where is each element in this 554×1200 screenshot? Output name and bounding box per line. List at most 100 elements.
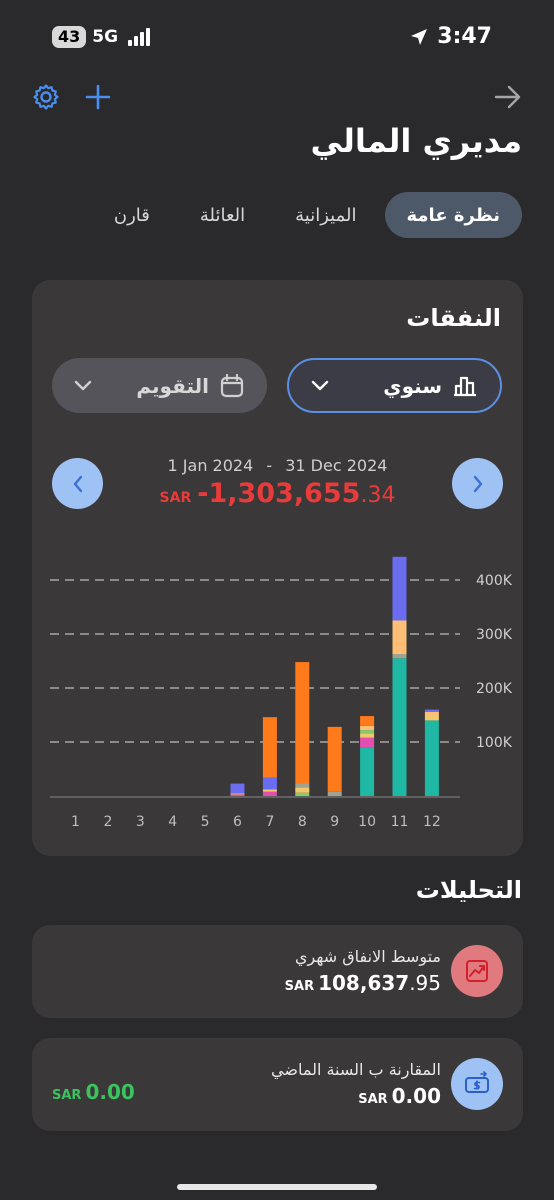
y-tick-label: 300K (476, 627, 513, 643)
status-left: 43 5G (52, 26, 151, 48)
chevron-down-icon (74, 380, 92, 390)
bar-segment (360, 747, 375, 796)
status-right: 3:47 (409, 24, 492, 49)
bar-segment (327, 726, 342, 792)
period-selector[interactable]: سنوي (287, 358, 502, 413)
bar-segment (262, 717, 277, 778)
x-tick-label: 1 (71, 814, 80, 830)
monthly-average-decimals: .95 (409, 971, 441, 995)
x-tick-label: 3 (136, 814, 145, 830)
page-title: مديري المالي (310, 122, 522, 160)
bar-segment (360, 716, 375, 726)
analytics-title: التحليلات (415, 876, 522, 904)
date-separator: - (266, 456, 273, 475)
expenses-card: النفقات سنوي التقويم (32, 280, 523, 856)
bar-segment (327, 791, 342, 796)
date-from: 1 Jan 2024 (167, 456, 254, 475)
bar-segment (262, 789, 277, 792)
calendar-icon (220, 373, 244, 397)
chevron-down-icon (311, 380, 329, 390)
x-tick-label: 7 (265, 814, 274, 830)
x-tick-label: 2 (103, 814, 112, 830)
x-tick-label: 10 (358, 814, 376, 830)
bar-segment (360, 737, 375, 748)
settings-gear-icon[interactable] (32, 83, 60, 111)
back-arrow-icon[interactable] (494, 84, 522, 110)
next-period-button[interactable] (452, 458, 503, 509)
bar-segment (230, 793, 245, 795)
y-tick-label: 400K (476, 573, 513, 589)
monthly-average-amount: 108,637 (318, 971, 410, 995)
money-transfer-icon (451, 1058, 503, 1110)
x-tick-label: 4 (168, 814, 177, 830)
tab-family[interactable]: العائلة (199, 204, 246, 226)
bar-segment (230, 783, 245, 794)
x-tick-label: 11 (391, 814, 409, 830)
total-decimals: .34 (360, 483, 396, 508)
clock: 3:47 (437, 24, 492, 49)
total-expenses: SAR -1,303,655.34 (32, 478, 523, 509)
home-indicator (177, 1184, 377, 1190)
bar-segment (392, 620, 407, 654)
chevron-left-icon (73, 475, 82, 492)
expenses-title: النفقات (406, 304, 501, 332)
bar-segment (424, 720, 439, 796)
calendar-selector[interactable]: التقويم (52, 358, 267, 413)
yearly-comparison-amount: 0.00 (391, 1084, 441, 1108)
x-tick-label: 6 (233, 814, 242, 830)
tab-compare[interactable]: قارن (113, 204, 150, 226)
calendar-selector-label: التقويم (136, 373, 209, 398)
tab-budget[interactable]: الميزانية (295, 204, 357, 226)
signal-icon (128, 28, 151, 46)
x-tick-label: 8 (298, 814, 307, 830)
yearly-comparison-value: SAR 0.00 (358, 1084, 441, 1108)
bar-chart-icon (454, 376, 476, 396)
bar-segment (424, 715, 439, 721)
bar-segment (295, 662, 310, 784)
bar-segment (295, 783, 310, 788)
y-tick-label: 100K (476, 735, 513, 751)
bar-segment (230, 794, 245, 796)
bar-segment (360, 725, 375, 731)
yearly-comparison-label: المقارنة ب السنة الماضي (271, 1060, 441, 1079)
bar-segment (424, 711, 439, 715)
trend-up-icon (451, 945, 503, 997)
bar-segment (360, 733, 375, 738)
difference-currency: SAR (52, 1088, 82, 1103)
status-bar: 43 5G 3:47 (0, 0, 554, 76)
date-range: 1 Jan 2024 - 31 Dec 2024 (32, 456, 523, 475)
yearly-comparison-currency: SAR (358, 1092, 388, 1107)
monthly-average-currency: SAR (284, 979, 315, 994)
x-tick-label: 9 (330, 814, 339, 830)
difference-amount: 0.00 (85, 1080, 135, 1104)
previous-period-button[interactable] (52, 458, 103, 509)
bar-segment (295, 792, 310, 796)
bar-segment (295, 787, 310, 793)
monthly-average-value: SAR 108,637.95 (285, 971, 441, 995)
bar-segment (262, 777, 277, 790)
yearly-comparison-card[interactable]: المقارنة ب السنة الماضي SAR 0.00 SAR 0.00 (32, 1038, 523, 1131)
x-tick-label: 12 (423, 814, 441, 830)
location-arrow-icon (411, 28, 428, 45)
bar-segment (392, 658, 407, 796)
yearly-comparison-difference: SAR 0.00 (52, 1080, 135, 1104)
bar-segment (262, 791, 277, 796)
tab-overview[interactable]: نظرة عامة (384, 192, 522, 238)
tab-bar: نظرة عامة الميزانية العائلة قارن (92, 192, 522, 238)
x-tick-label: 5 (201, 814, 210, 830)
battery-indicator: 43 (52, 26, 87, 48)
bar-segment (424, 709, 439, 712)
period-selector-label: سنوي (383, 373, 442, 398)
chevron-right-icon (473, 475, 482, 492)
bar-segment (392, 556, 407, 621)
monthly-average-label: متوسط الانفاق شهري (295, 947, 441, 966)
add-plus-icon[interactable] (85, 84, 111, 110)
bar-segment (392, 653, 407, 659)
monthly-average-card[interactable]: متوسط الانفاق شهري SAR 108,637.95 (32, 925, 523, 1018)
date-to: 31 Dec 2024 (285, 456, 388, 475)
y-tick-label: 200K (476, 681, 513, 697)
total-amount: -1,303,655 (197, 478, 361, 509)
total-currency: SAR (159, 490, 192, 506)
network-type: 5G (92, 27, 119, 47)
